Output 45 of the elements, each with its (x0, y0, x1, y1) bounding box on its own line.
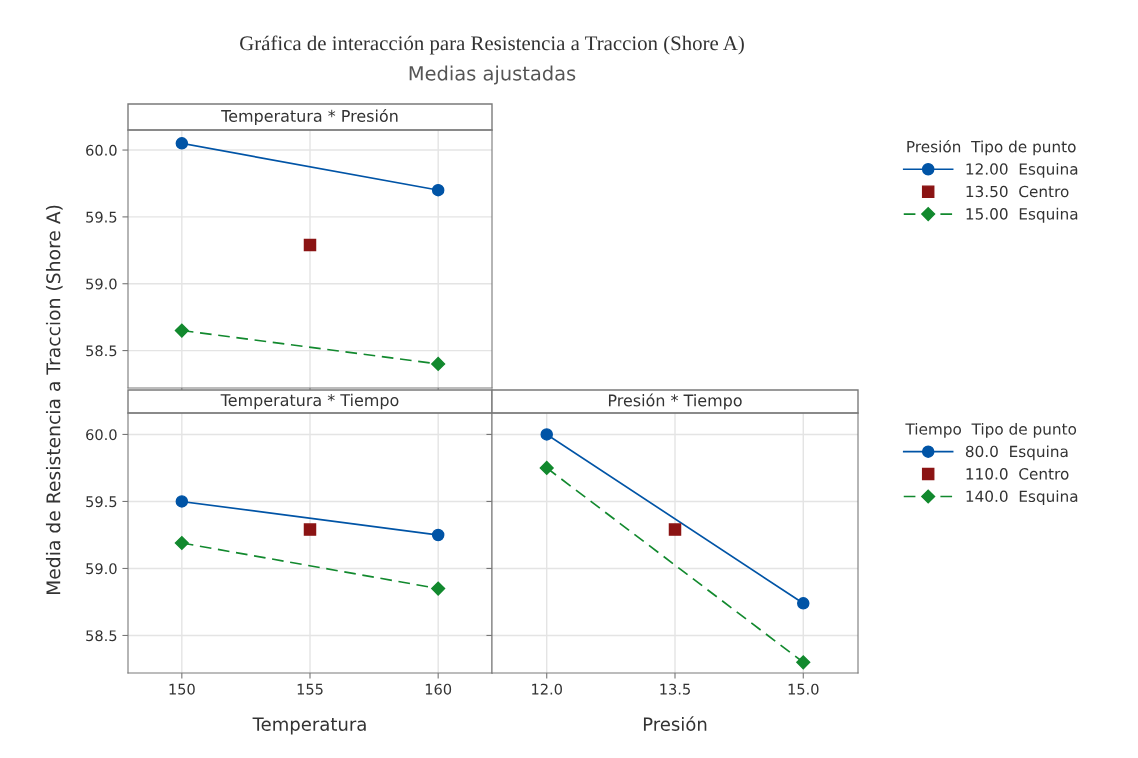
point (668, 523, 682, 536)
point (303, 238, 317, 252)
point (796, 655, 811, 670)
y-tick-label: 58.5 (86, 630, 117, 642)
legend-label: 110.0 Centro (966, 468, 1069, 480)
x-tick-label: 160 (425, 683, 452, 695)
point (431, 581, 446, 596)
point (174, 323, 189, 338)
point (539, 460, 554, 476)
legend-label: 12.00 Esquina (966, 163, 1078, 178)
point (540, 428, 553, 441)
legend-label: 80.0 Esquina (965, 445, 1068, 461)
x-tick-label: 150 (169, 683, 195, 695)
y-tick-label: 59.5 (86, 496, 117, 508)
chart-title: Presión * Tiempo (608, 393, 742, 410)
point (797, 597, 810, 610)
point (175, 495, 189, 508)
x-tick-label: 15.0 (788, 683, 819, 695)
x-axis-title: Temperatura (252, 717, 366, 735)
x-tick-label: 13.5 (660, 683, 690, 695)
y-tick-label: 59.0 (86, 278, 117, 290)
chart-title: Temperatura * Presión (221, 108, 398, 126)
legend-title: Tiempo Tipo de punto (905, 422, 1077, 438)
point (431, 528, 445, 542)
legend-label: 15.00 Esquina (966, 207, 1078, 223)
x-tick-label: 12.0 (532, 683, 562, 695)
text: Gráfica de interacción para Resistencia a Traccion (Shore A) (240, 35, 744, 55)
x-axis-title: Presión (643, 716, 707, 731)
y-tick-label: 58.5 (86, 345, 117, 357)
chart-title: Temperatura * Tiempo (220, 393, 399, 410)
point (303, 523, 317, 536)
point (431, 183, 445, 197)
x-tick-label: 155 (297, 683, 323, 695)
y-tick-label: 59.5 (86, 211, 117, 223)
y-tick-label: 60.0 (86, 429, 117, 441)
y-tick-label: 60.0 (86, 144, 117, 156)
y-axis-title: Media de Resistencia a Traccion (Shore A) (45, 205, 63, 595)
legend-label: 140.0 Esquina (966, 490, 1078, 506)
text: Medias ajustadas (409, 65, 576, 85)
legend-title: Presión Tipo de punto (907, 139, 1076, 156)
point (174, 535, 189, 551)
point (175, 137, 189, 150)
legend-label: 13.50 Centro (966, 185, 1069, 198)
y-tick-label: 59.0 (86, 563, 117, 575)
point (431, 356, 446, 372)
